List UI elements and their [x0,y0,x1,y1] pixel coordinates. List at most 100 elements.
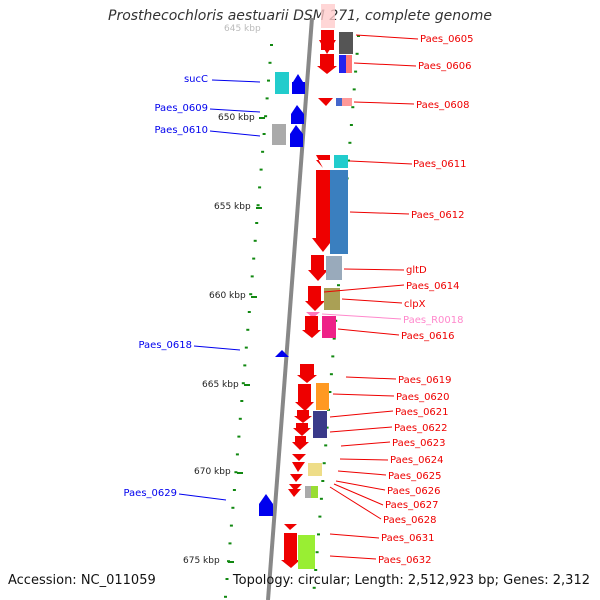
minor-tick-right [325,426,329,429]
leader-paes-0628 [329,486,382,520]
forward-labels: Paes_0605 Paes_0606 Paes_0608 Paes_0611 … [321,34,474,566]
gene-arrow-paes-0614[interactable] [305,286,325,311]
minor-tick-left [259,168,263,171]
label-paes-0626[interactable]: Paes_0626 [387,486,441,497]
domain-block-paes-0611 [334,155,348,168]
label-paes-0632[interactable]: Paes_0632 [378,555,432,566]
label-clpx[interactable]: clpX [404,299,426,310]
label-paes-0612[interactable]: Paes_0612 [411,210,465,221]
scale-labels: 645 kbp 650 kbp 655 kbp 660 kbp 665 kbp … [183,24,261,566]
label-paes-0618[interactable]: Paes_0618 [138,340,192,351]
major-tick [237,472,243,474]
gene-arrow-paes-0616[interactable] [302,316,321,338]
label-paes-0609[interactable]: Paes_0609 [154,103,208,114]
gene-arrow-paes-0631[interactable] [284,524,297,530]
scale-label-650: 650 kbp [218,113,255,123]
gene-arrow-paes-0619[interactable] [297,364,317,383]
domain-block-paes-0628 [311,486,318,498]
domain-block-paes-0620 [316,383,329,410]
minor-tick-left [261,150,265,153]
minor-tick-right [319,497,323,500]
gene-arrow-paes-0618[interactable] [275,350,289,357]
gene-arrow-paes-0627[interactable] [289,484,302,491]
leader-clpx [341,298,403,304]
minor-tick-left [241,382,245,385]
label-paes-0624[interactable]: Paes_0624 [390,455,444,466]
gene-arrow-paes-0629[interactable] [259,494,273,516]
gene-arrow-paes-0608[interactable] [318,98,333,106]
gene-arrow-paes-0622[interactable] [293,423,311,436]
minor-tick-left [240,400,244,402]
minor-tick-left [255,222,259,224]
label-paes-0605[interactable]: Paes_0605 [420,34,474,45]
leader-paes-0632 [329,555,377,560]
minor-tick-left [265,97,269,100]
gene-arrow-paes-0612[interactable] [312,170,334,252]
leader-paes-0605 [355,34,419,40]
label-paes-0631[interactable]: Paes_0631 [381,533,435,544]
label-paes-0623[interactable]: Paes_0623 [392,438,446,449]
minor-tick-right [352,88,356,91]
label-paes-0620[interactable]: Paes_0620 [396,392,450,403]
label-gltd[interactable]: gltD [406,265,427,276]
gene-arrow-succ[interactable] [292,74,305,94]
scale-label-645: 645 kbp [224,24,261,34]
minor-tick-right [322,462,326,465]
domain-block-paes-0612 [330,170,348,254]
accession-text: Accession: NC_011059 [8,573,156,588]
label-paes-0616[interactable]: Paes_0616 [401,331,455,342]
leader-paes-r0018 [321,313,402,320]
label-paes-0610[interactable]: Paes_0610 [154,125,208,136]
gene-arrow-paes-0620[interactable] [295,384,314,411]
minor-tick-left [267,79,270,82]
label-paes-0606[interactable]: Paes_0606 [418,61,472,72]
leader-paes-0627 [333,483,384,506]
gene-arrow-paes-0624[interactable] [292,454,306,461]
minor-tick-right [312,586,316,589]
reverse-labels: sucC Paes_0609 Paes_0610 Paes_0618 Paes_… [123,74,261,501]
leader-paes-0612 [349,211,410,215]
gene-arrow-paes-0621[interactable] [294,410,312,423]
gene-arrow-paes-0611[interactable] [316,155,330,168]
leader-paes-0620 [332,393,395,397]
label-paes-0625[interactable]: Paes_0625 [388,471,442,482]
minor-tick-left [225,578,229,580]
label-paes-0628[interactable]: Paes_0628 [383,515,437,526]
minor-tick-left [262,133,266,135]
gene-arrow-paes-0626[interactable] [290,474,303,482]
gene-arrow-paes-0610[interactable] [290,125,303,147]
leader-paes-0610 [209,130,261,137]
label-paes-0619[interactable]: Paes_0619 [398,375,452,386]
leader-paes-0606 [353,62,417,67]
label-paes-0611[interactable]: Paes_0611 [413,159,467,170]
label-paes-0627[interactable]: Paes_0627 [385,500,439,511]
label-paes-r0018[interactable]: Paes_R0018 [403,315,463,326]
label-paes-0622[interactable]: Paes_0622 [394,423,448,434]
minor-tick-left [249,293,253,296]
label-succ[interactable]: sucC [184,74,208,85]
gene-arrow-paes-0623[interactable] [292,436,309,450]
gene-arrow-gltd[interactable] [308,255,328,281]
gene-arrow-paes-0632[interactable] [281,533,300,568]
domain-block-paes-0616 [322,316,336,338]
minor-tick-left [237,435,241,438]
label-paes-0614[interactable]: Paes_0614 [406,281,460,292]
leader-paes-0629 [178,493,227,501]
leader-paes-0631 [329,533,380,539]
scale-label-675: 675 kbp [183,556,220,566]
gene-arrow-paes-0628[interactable] [288,489,301,497]
minor-tick-right [318,515,322,518]
scale-label-665: 665 kbp [202,380,239,390]
minor-tick-right [355,52,359,55]
label-paes-0621[interactable]: Paes_0621 [395,407,449,418]
genome-summary-text: Topology: circular; Length: 2,512,923 bp… [232,573,590,588]
minor-tick-left [235,453,239,456]
gene-arrow-paes-0606[interactable] [317,54,337,74]
gene-arrow-paes-0625[interactable] [292,462,305,472]
minor-tick-left [252,257,256,260]
gene-arrow-paes-r0018[interactable] [306,312,320,318]
gene-arrow-paes-0609[interactable] [291,105,304,124]
label-paes-0608[interactable]: Paes_0608 [416,100,470,111]
leader-paes-0614 [323,284,405,293]
label-paes-0629[interactable]: Paes_0629 [123,488,177,499]
